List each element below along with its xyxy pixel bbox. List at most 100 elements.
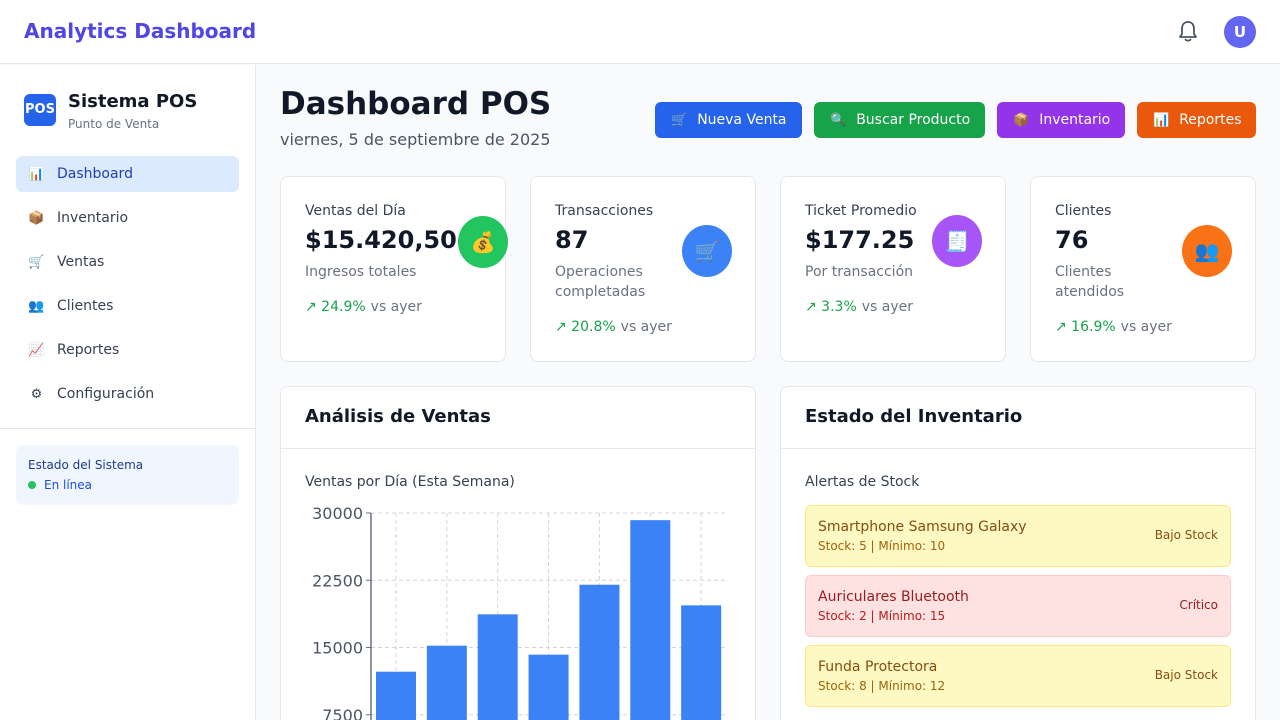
page-title: Dashboard POS — [280, 86, 552, 122]
trend-chart-icon: 📈 — [28, 342, 45, 358]
trend-compare: vs ayer — [861, 299, 914, 315]
stock-alert-item[interactable]: Auriculares Bluetooth Stock: 2 | Mínimo:… — [805, 575, 1231, 637]
stat-value: $15.420,50 — [305, 226, 457, 254]
panel-divider — [281, 448, 755, 449]
panel-title: Análisis de Ventas — [305, 406, 491, 427]
buscar-producto-button[interactable]: 🔍 Buscar Producto — [814, 102, 985, 138]
stock-alert-item[interactable]: Funda Protectora Stock: 8 | Mínimo: 12 B… — [805, 645, 1231, 707]
y-tick-label: 7500 — [322, 706, 363, 720]
app-brand[interactable]: Analytics Dashboard — [24, 19, 257, 43]
pos-logo: POS — [24, 94, 56, 126]
alert-product-name: Auriculares Bluetooth — [818, 589, 969, 605]
sidebar-item-label: Clientes — [57, 298, 114, 314]
chart-icon: 📊 — [1153, 112, 1170, 128]
trend-value: ↗ 20.8% — [555, 319, 616, 335]
stat-card-ticket: Ticket Promedio $177.25 Por transacción … — [780, 176, 1006, 362]
alert-status-badge: Bajo Stock — [1154, 668, 1218, 682]
alert-product-name: Funda Protectora — [818, 659, 938, 675]
alert-stock-info: Stock: 8 | Mínimo: 12 — [818, 679, 946, 693]
stat-label: Clientes — [1055, 203, 1112, 219]
sidebar-item-dashboard[interactable]: 📊 Dashboard — [16, 156, 239, 192]
sidebar-item-label: Dashboard — [57, 166, 133, 182]
alert-product-name: Smartphone Samsung Galaxy — [818, 519, 1027, 535]
sidebar-nav: 📊 Dashboard 📦 Inventario 🛒 Ventas 👥 Clie… — [16, 156, 239, 420]
stock-alerts-title: Alertas de Stock — [805, 474, 920, 490]
stat-trend: ↗ 20.8% vs ayer — [555, 319, 672, 335]
sidebar: POS Sistema POS Punto de Venta 📊 Dashboa… — [0, 65, 256, 720]
stat-card-clientes: Clientes 76 Clientes atendidos ↗ 16.9% vs… — [1030, 176, 1256, 362]
chart-icon: 📊 — [28, 166, 45, 182]
money-bag-icon: 💰 — [458, 216, 508, 268]
panel-title: Estado del Inventario — [805, 406, 1023, 427]
sidebar-item-clientes[interactable]: 👥 Clientes — [16, 288, 239, 324]
system-status: Estado del Sistema En línea — [16, 445, 239, 505]
package-icon: 📦 — [28, 210, 45, 226]
sidebar-item-label: Reportes — [57, 342, 120, 358]
sidebar-item-reportes[interactable]: 📈 Reportes — [16, 332, 239, 368]
trend-value: ↗ 3.3% — [805, 299, 857, 315]
alert-stock-info: Stock: 2 | Mínimo: 15 — [818, 609, 946, 623]
chart-bar[interactable] — [579, 584, 620, 720]
trend-compare: vs ayer — [370, 299, 422, 315]
stat-subtitle: Ingresos totales — [305, 264, 417, 280]
sales-bar-chart: 7500 15000 22500 30000 — [312, 504, 727, 720]
trend-value: ↗ 16.9% — [1055, 319, 1116, 335]
cart-icon: 🛒 — [682, 225, 732, 277]
sidebar-item-label: Configuración — [57, 386, 155, 402]
chart-title: Ventas por Día (Esta Semana) — [305, 474, 515, 490]
inventory-panel: Estado del Inventario Alertas de Stock S… — [780, 386, 1256, 720]
chart-bar[interactable] — [681, 605, 722, 720]
stat-value: 87 — [555, 226, 589, 254]
trend-compare: vs ayer — [620, 319, 672, 335]
gear-icon: ⚙ — [30, 386, 43, 402]
chart-bar[interactable] — [426, 645, 467, 720]
cart-icon: 🛒 — [28, 254, 45, 270]
nueva-venta-button[interactable]: 🛒 Nueva Venta — [655, 102, 802, 138]
trend-value: ↗ 24.9% — [305, 299, 366, 315]
chart-bar[interactable] — [630, 520, 671, 720]
stat-subtitle: Por transacción — [805, 264, 914, 280]
stat-card-ventas: Ventas del Día $15.420,50 Ingresos total… — [280, 176, 508, 362]
page-date: viernes, 5 de septiembre de 2025 — [280, 130, 551, 149]
stat-label: Ventas del Día — [305, 203, 406, 219]
inventario-button[interactable]: 📦 Inventario — [997, 102, 1125, 138]
cart-icon: 🛒 — [671, 112, 688, 128]
stat-trend: ↗ 24.9% vs ayer — [305, 299, 422, 315]
stat-value: 76 — [1055, 226, 1089, 254]
alert-status-badge: Bajo Stock — [1154, 528, 1218, 542]
chart-bar[interactable] — [528, 654, 569, 720]
alert-stock-info: Stock: 5 | Mínimo: 10 — [818, 539, 946, 553]
sidebar-app-name: Sistema POS — [68, 91, 198, 112]
y-tick-label: 22500 — [312, 571, 363, 590]
search-icon: 🔍 — [830, 112, 847, 128]
stat-card-transacciones: Transacciones 87 Operaciones completadas… — [530, 176, 756, 362]
top-header: Analytics Dashboard U — [0, 0, 1280, 64]
stat-subtitle: Clientes atendidos — [1055, 264, 1125, 300]
alert-status-badge: Crítico — [1179, 598, 1218, 612]
avatar[interactable]: U — [1224, 16, 1256, 48]
sidebar-item-inventario[interactable]: 📦 Inventario — [16, 200, 239, 236]
sidebar-item-ventas[interactable]: 🛒 Ventas — [16, 244, 239, 280]
bell-icon[interactable] — [1176, 19, 1200, 45]
system-status-title: Estado del Sistema — [28, 458, 144, 472]
stat-label: Ticket Promedio — [805, 203, 917, 219]
button-label: Buscar Producto — [856, 112, 971, 128]
sidebar-item-label: Ventas — [57, 254, 105, 270]
sales-analysis-panel: Análisis de Ventas Ventas por Día (Esta … — [280, 386, 756, 720]
reportes-button[interactable]: 📊 Reportes — [1137, 102, 1256, 138]
chart-bar[interactable] — [477, 614, 518, 720]
stock-alert-item[interactable]: Smartphone Samsung Galaxy Stock: 5 | Mín… — [805, 505, 1231, 567]
stat-subtitle: Operaciones completadas — [555, 264, 646, 300]
users-icon: 👥 — [28, 298, 45, 314]
y-tick-label: 30000 — [312, 504, 363, 523]
stat-trend: ↗ 16.9% vs ayer — [1055, 319, 1172, 335]
stat-value: $177.25 — [805, 226, 915, 254]
panel-divider — [781, 448, 1255, 449]
sidebar-item-configuracion[interactable]: ⚙ Configuración — [16, 376, 239, 412]
y-tick-label: 15000 — [312, 639, 363, 658]
receipt-icon: 🧾 — [932, 215, 982, 267]
stat-trend: ↗ 3.3% vs ayer — [805, 299, 913, 315]
sidebar-app-subtitle: Punto de Venta — [68, 117, 160, 131]
chart-bar[interactable] — [376, 671, 416, 720]
button-label: Nueva Venta — [697, 112, 787, 128]
